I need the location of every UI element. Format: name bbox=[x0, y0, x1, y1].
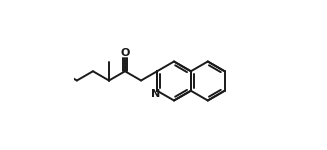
Text: N: N bbox=[151, 89, 160, 99]
Text: O: O bbox=[120, 48, 130, 57]
